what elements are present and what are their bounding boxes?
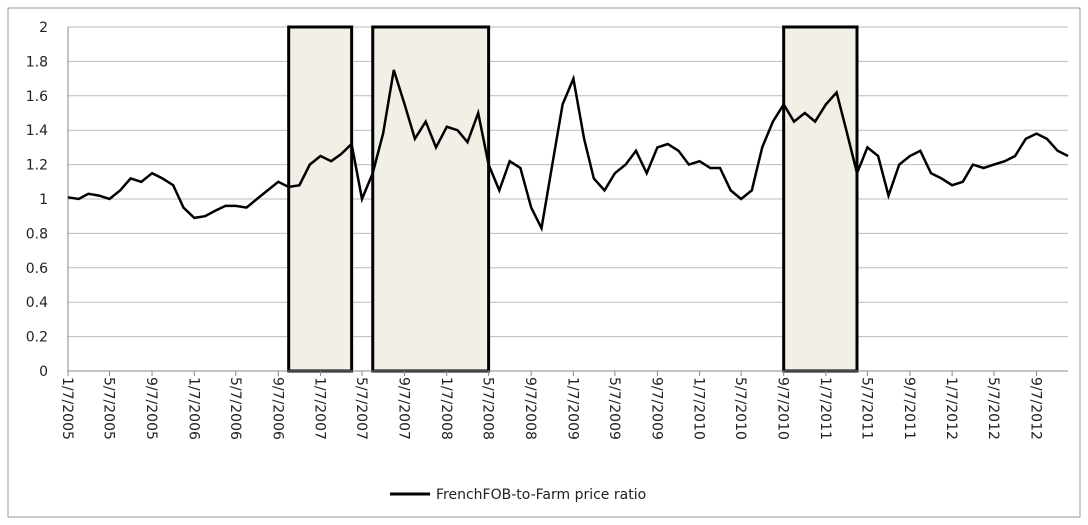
x-tick-label: 1/7/2010 bbox=[691, 377, 707, 440]
x-tick-label: 5/7/2009 bbox=[606, 377, 622, 440]
shaded-period bbox=[782, 25, 859, 373]
chart-border bbox=[7, 7, 1081, 518]
y-tick-label: 0.4 bbox=[26, 295, 48, 311]
x-tick-label: 1/7/2006 bbox=[185, 377, 201, 440]
x-tick-label: 1/7/2009 bbox=[564, 377, 580, 440]
y-tick-label: 0.8 bbox=[26, 226, 48, 242]
x-tick-label: 1/7/2008 bbox=[438, 377, 454, 440]
x-tick-label: 1/7/2005 bbox=[59, 377, 75, 440]
x-tick-label: 9/7/2005 bbox=[143, 377, 159, 440]
x-tick-label: 5/7/2006 bbox=[227, 377, 243, 440]
x-tick-label: 5/7/2005 bbox=[101, 377, 117, 440]
y-tick-label: 2 bbox=[39, 20, 48, 36]
legend-label: FrenchFOB-to-Farm price ratio bbox=[436, 487, 646, 503]
y-tick-label: 1 bbox=[39, 192, 48, 208]
x-tick-label: 9/7/2008 bbox=[522, 377, 538, 440]
x-tick-label: 5/7/2012 bbox=[985, 377, 1001, 440]
x-tick-label: 1/7/2007 bbox=[312, 377, 328, 440]
y-tick-label: 0.2 bbox=[26, 330, 48, 346]
x-tick-label: 9/7/2011 bbox=[901, 377, 917, 440]
x-tick-label: 5/7/2010 bbox=[732, 377, 748, 440]
x-tick-label: 9/7/2012 bbox=[1028, 377, 1044, 440]
x-tick-label: 9/7/2010 bbox=[775, 377, 791, 440]
y-tick-label: 1.8 bbox=[26, 54, 48, 70]
data-line bbox=[67, 69, 1069, 233]
x-tick-label: 9/7/2006 bbox=[269, 377, 285, 440]
y-tick-label: 1.2 bbox=[26, 158, 48, 174]
shaded-period bbox=[371, 25, 491, 373]
x-tick-label: 5/7/2008 bbox=[480, 377, 496, 440]
x-tick-label: 5/7/2011 bbox=[858, 377, 874, 440]
x-tick-label: 9/7/2007 bbox=[396, 377, 412, 440]
shaded-period bbox=[287, 25, 354, 373]
x-tick-label: 1/7/2012 bbox=[943, 377, 959, 440]
x-tick-label: 1/7/2011 bbox=[817, 377, 833, 440]
y-tick-label: 1.6 bbox=[26, 89, 48, 105]
x-tick-label: 9/7/2009 bbox=[648, 377, 664, 440]
y-tick-label: 0 bbox=[39, 364, 48, 380]
y-tick-label: 0.6 bbox=[26, 261, 48, 277]
x-tick-label: 5/7/2007 bbox=[353, 377, 369, 440]
y-tick-label: 1.4 bbox=[26, 123, 48, 139]
